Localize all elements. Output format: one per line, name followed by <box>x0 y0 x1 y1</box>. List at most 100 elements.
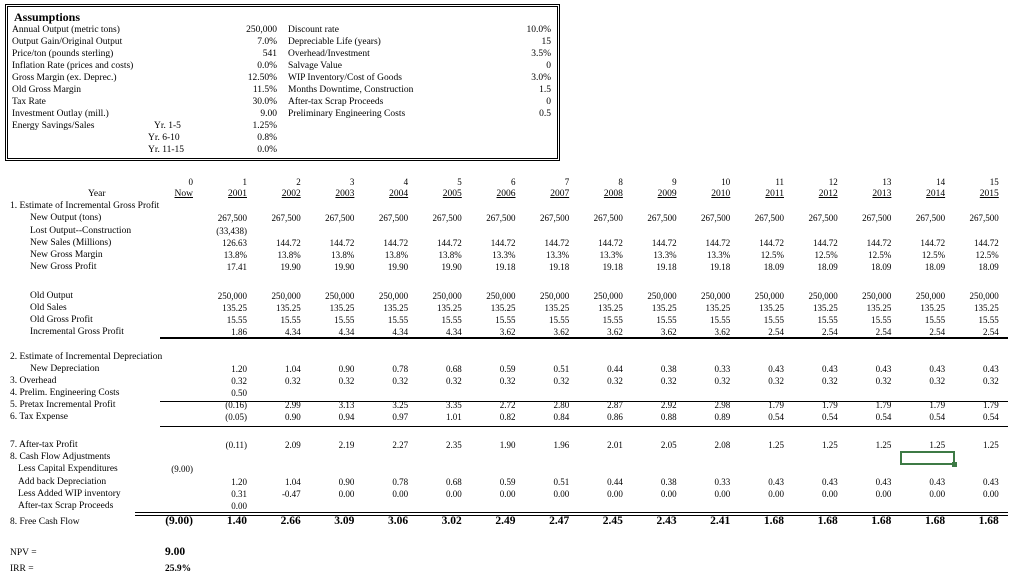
table-cell: 250,000 <box>593 291 623 301</box>
table-cell: 2.87 <box>607 400 623 410</box>
period-number: 4 <box>403 177 409 187</box>
table-cell: 13.8% <box>223 250 247 260</box>
table-cell: 15.55 <box>656 315 677 325</box>
table-cell: 0.89 <box>714 412 731 422</box>
assumption-sublabel: Yr. 6-10 <box>148 133 180 143</box>
year-header: 2015 <box>979 189 999 199</box>
period-number: 6 <box>511 177 516 187</box>
table-cell: 250,000 <box>432 291 462 301</box>
row-label: After-tax Scrap Proceeds <box>18 501 114 511</box>
assumption-sublabel: Yr. 1-5 <box>154 121 181 131</box>
table-cell: 1.20 <box>231 364 247 374</box>
table-cell: 267,500 <box>915 213 946 223</box>
table-cell: 250,000 <box>486 291 516 301</box>
table-cell: 144.72 <box>598 238 623 248</box>
table-cell: 3.62 <box>607 327 623 337</box>
table-cell: 135.25 <box>598 303 623 313</box>
table-cell: 0.00 <box>446 489 462 499</box>
table-cell: 1.01 <box>446 412 462 422</box>
selected-cell[interactable] <box>900 451 957 467</box>
table-cell: 0.32 <box>231 376 247 386</box>
table-cell: 1.40 <box>226 515 247 527</box>
table-cell: 0.94 <box>338 412 355 422</box>
assumption-label: Gross Margin (ex. Deprec.) <box>12 73 117 83</box>
assumption-value: 0.0% <box>257 61 277 71</box>
table-cell: 0.68 <box>446 477 462 487</box>
table-cell: 15.55 <box>978 315 999 325</box>
table-cell: 19.18 <box>495 262 516 272</box>
year-header: 2003 <box>335 189 355 199</box>
table-cell: 3.62 <box>660 327 677 337</box>
table-cell: 0.44 <box>607 477 623 487</box>
assumption-label: Energy Savings/Sales <box>12 121 95 131</box>
table-cell: 1.25 <box>821 440 838 450</box>
assumption-label: Tax Rate <box>12 97 46 107</box>
assumption-value: 0.0% <box>257 145 277 155</box>
table-cell: 0.43 <box>768 364 784 374</box>
row-label: Less Added WIP inventory <box>18 489 121 499</box>
table-cell: 1.79 <box>821 400 838 410</box>
row-label: Old Sales <box>30 303 67 313</box>
year-header: 2007 <box>550 189 570 199</box>
period-number: 10 <box>721 177 731 187</box>
table-cell: 19.18 <box>710 262 731 272</box>
table-cell: 1.79 <box>768 400 784 410</box>
table-cell: 3.09 <box>334 515 355 527</box>
assumption-label: Months Downtime, Construction <box>288 85 414 95</box>
table-cell: 0.59 <box>499 364 516 374</box>
table-cell: 0.54 <box>983 412 999 422</box>
table-cell: 1.79 <box>875 400 892 410</box>
period-number: 3 <box>349 177 355 187</box>
row-label: New Gross Margin <box>30 250 103 260</box>
table-cell: 1.68 <box>978 515 999 527</box>
table-cell: 144.72 <box>329 238 355 248</box>
assumption-label: Old Gross Margin <box>12 85 81 95</box>
period-number: 12 <box>828 177 838 187</box>
table-cell: 15.55 <box>334 315 355 325</box>
table-cell: 13.8% <box>384 250 409 260</box>
table-cell: 135.25 <box>544 303 570 313</box>
table-cell: 18.09 <box>871 262 892 272</box>
table-cell: 0.00 <box>499 489 516 499</box>
table-cell: 3.62 <box>499 327 516 337</box>
table-cell: 0.54 <box>821 412 838 422</box>
table-cell: 0.90 <box>284 412 301 422</box>
table-cell: 135.25 <box>974 303 999 313</box>
table-cell: 0.43 <box>983 477 999 487</box>
year-header: 2012 <box>818 189 838 199</box>
table-cell: 19.90 <box>441 262 462 272</box>
table-cell: 1.79 <box>929 400 946 410</box>
period-number: 14 <box>936 177 946 187</box>
assumption-label: Discount rate <box>288 25 339 35</box>
assumption-label: WIP Inventory/Cost of Goods <box>288 73 402 83</box>
table-cell: 250,000 <box>754 291 784 301</box>
table-cell: 0.86 <box>607 412 623 422</box>
table-cell: 135.25 <box>705 303 731 313</box>
table-cell: (9.00) <box>165 515 193 527</box>
table-cell: 0.32 <box>768 376 784 386</box>
table-cell: 1.25 <box>929 440 946 450</box>
table-cell: 144.72 <box>759 238 784 248</box>
assumption-label: Price/ton (pounds sterling) <box>12 49 114 59</box>
table-cell: 2.35 <box>446 440 462 450</box>
table-cell: 13.8% <box>277 250 301 260</box>
table-cell: 15.55 <box>817 315 838 325</box>
table-cell: 4.34 <box>446 327 462 337</box>
table-cell: 250,000 <box>217 291 247 301</box>
year-header: 2006 <box>496 189 516 199</box>
table-cell: 250,000 <box>271 291 301 301</box>
table-cell: 135.25 <box>329 303 355 313</box>
irr-value: 25.9% <box>165 564 192 574</box>
row-label: 6. Tax Expense <box>10 412 68 422</box>
assumption-label: Preliminary Engineering Costs <box>288 109 406 119</box>
table-cell: 19.18 <box>656 262 677 272</box>
table-cell: 267,500 <box>701 213 731 223</box>
table-cell: 0.82 <box>499 412 516 422</box>
fill-handle[interactable] <box>952 462 957 467</box>
table-cell: 0.50 <box>231 388 247 398</box>
table-cell: 0.38 <box>660 477 677 487</box>
table-cell: 3.25 <box>392 400 409 410</box>
table-cell: 0.00 <box>821 489 838 499</box>
table-cell: 3.13 <box>338 400 355 410</box>
table-cell: 267,500 <box>432 213 462 223</box>
